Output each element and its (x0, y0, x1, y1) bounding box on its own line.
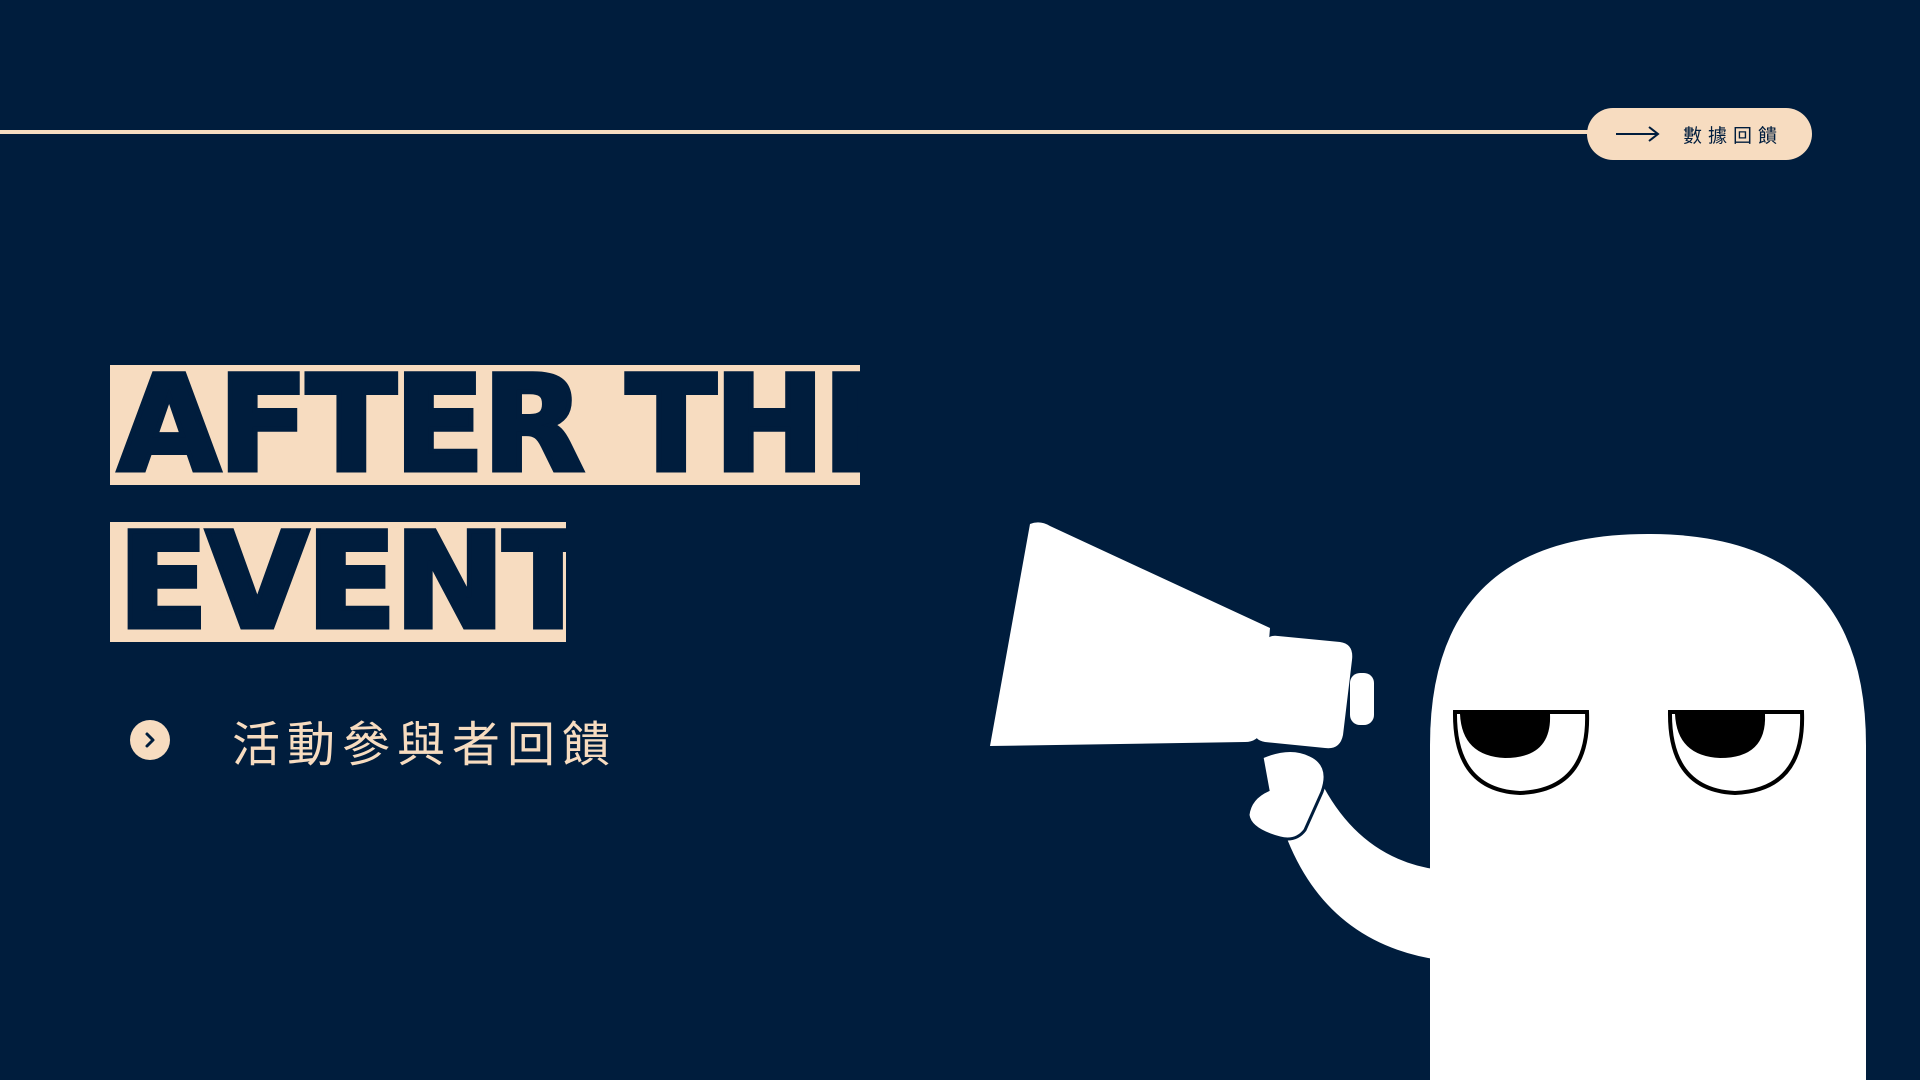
left-eye (1452, 710, 1590, 796)
right-eye (1667, 710, 1805, 796)
top-divider-line (0, 130, 1600, 134)
ghost-character (1246, 534, 1866, 1080)
section-tag-label: 數據回饋 (1683, 124, 1784, 147)
arrow-right-icon (1616, 126, 1660, 142)
headline-line-1: AFTER THE (110, 365, 860, 485)
subtitle-row: 活動參與者回饋 (130, 705, 617, 775)
headline-line-2: EVENT (110, 522, 566, 642)
chevron-right-icon (130, 720, 170, 760)
subtitle-text: 活動參與者回饋 (232, 717, 618, 773)
section-tag: 數據回饋 (1587, 108, 1812, 160)
megaphone-icon (990, 522, 1374, 749)
